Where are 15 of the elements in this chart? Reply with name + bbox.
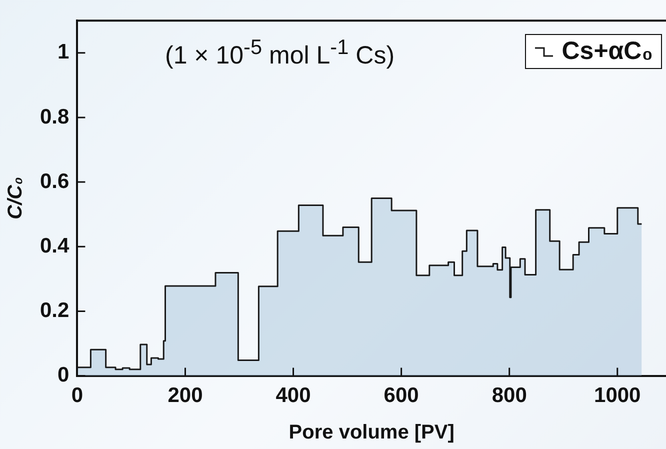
x-tick-label: 1000 bbox=[594, 384, 641, 408]
legend-label: Cs+αC₀ bbox=[562, 37, 653, 66]
x-tick-label: 800 bbox=[492, 384, 527, 408]
y-tick-label: 0.8 bbox=[40, 105, 70, 128]
y-tick-label: 1 bbox=[58, 40, 70, 64]
y-axis-title: C/C₀ bbox=[4, 176, 27, 220]
x-tick-label: 600 bbox=[384, 384, 419, 408]
y-tick-label: 0.2 bbox=[40, 299, 70, 322]
y-tick-label: 0 bbox=[58, 364, 70, 387]
y-tick-label: 0.6 bbox=[40, 170, 70, 193]
x-tick-label: 400 bbox=[276, 384, 311, 408]
annotation: (1 × 10$^{-5}$ mol L$^{-1}$ Cs) bbox=[165, 36, 395, 70]
y-tick-label: 0.4 bbox=[40, 234, 70, 258]
x-axis-title: Pore volume [PV] bbox=[288, 422, 454, 444]
x-tick-label: 200 bbox=[168, 384, 203, 408]
